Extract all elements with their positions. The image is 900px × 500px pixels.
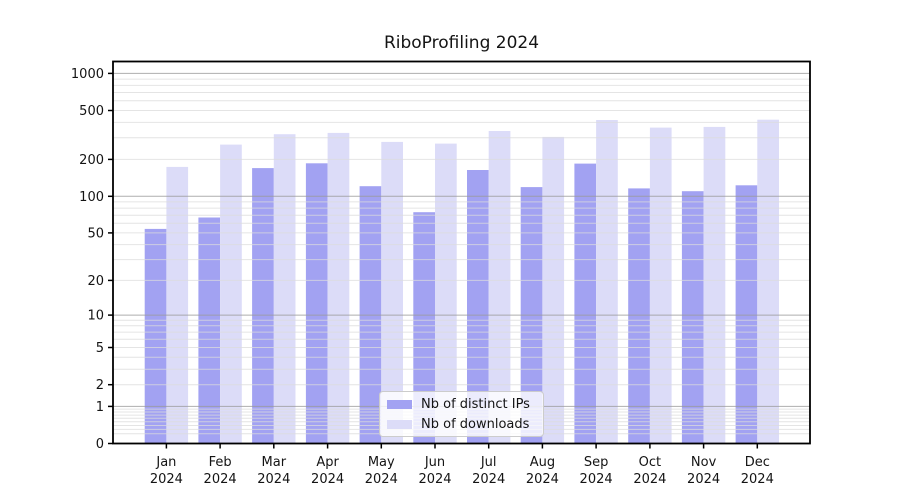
bar-downloads-jul (488, 131, 511, 444)
legend-swatch-downloads (387, 419, 412, 429)
bar-distinct-ips-sep (574, 163, 597, 444)
y-tick-label: 100 (79, 190, 104, 205)
y-tick-label: 5 (96, 341, 104, 356)
bar-distinct-ips-jun (413, 212, 435, 444)
bar-downloads-mar (273, 134, 296, 444)
y-tick-label: 200 (79, 153, 104, 168)
x-tick-label: Jun 2024 (418, 455, 451, 487)
y-tick-label: 2 (96, 378, 104, 393)
bar-distinct-ips-jul (467, 170, 489, 444)
x-tick-label: Sep 2024 (580, 455, 613, 487)
bar-downloads-nov (703, 126, 726, 444)
bar-downloads-may (381, 141, 403, 444)
bar-downloads-jan (166, 166, 189, 444)
x-tick-label: Apr 2024 (311, 455, 344, 487)
bar-distinct-ips-jan (144, 228, 167, 444)
x-tick-label: Mar 2024 (257, 455, 290, 487)
legend-item-distinct-ips: Nb of distinct IPs (387, 397, 535, 412)
bar-distinct-ips-oct (628, 188, 650, 444)
y-tick-label: 10 (87, 309, 104, 324)
legend: Nb of distinct IPs Nb of downloads (379, 391, 544, 437)
bar-distinct-ips-mar (252, 168, 274, 444)
bar-downloads-aug (542, 136, 565, 444)
bar-downloads-dec (757, 119, 779, 444)
x-tick-label: Nov 2024 (687, 455, 720, 487)
plot-frame (112, 60, 811, 445)
x-tick-label: May 2024 (365, 455, 398, 487)
chart-title: RiboProfiling 2024 (383, 33, 540, 53)
bar-distinct-ips-apr (305, 163, 328, 444)
bar-downloads-sep (596, 120, 618, 444)
bar-downloads-apr (327, 132, 350, 444)
y-tick-label: 0 (96, 437, 104, 452)
y-tick-label: 1 (96, 400, 104, 415)
bar-downloads-oct (649, 127, 672, 444)
y-tick-label: 50 (87, 226, 104, 241)
x-tick-label: Dec 2024 (741, 455, 774, 487)
bar-distinct-ips-nov (681, 191, 704, 444)
legend-label-downloads: Nb of downloads (421, 416, 530, 432)
legend-item-downloads: Nb of downloads (387, 417, 535, 432)
legend-label-distinct-ips: Nb of distinct IPs (421, 396, 530, 412)
x-tick-label: Oct 2024 (633, 455, 666, 487)
y-tick-label: 500 (79, 104, 104, 119)
x-tick-label: Feb 2024 (204, 455, 237, 487)
bar-distinct-ips-dec (735, 185, 758, 444)
y-tick-label: 1000 (71, 67, 104, 82)
legend-swatch-distinct-ips (387, 399, 412, 409)
y-tick-label: 20 (87, 274, 104, 289)
x-tick-label: Jan 2024 (150, 455, 183, 487)
bar-downloads-feb (220, 144, 242, 444)
bar-distinct-ips-feb (198, 217, 221, 444)
bar-downloads-jun (435, 143, 457, 444)
x-tick-label: Aug 2024 (526, 455, 559, 487)
x-tick-label: Jul 2024 (472, 455, 505, 487)
